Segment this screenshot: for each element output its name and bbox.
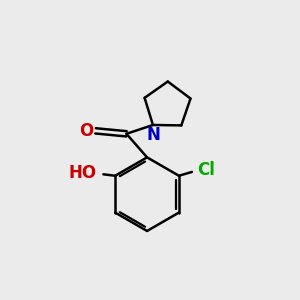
- Text: HO: HO: [69, 164, 97, 182]
- Text: Cl: Cl: [197, 161, 215, 179]
- Text: N: N: [146, 126, 160, 144]
- Text: O: O: [79, 122, 93, 140]
